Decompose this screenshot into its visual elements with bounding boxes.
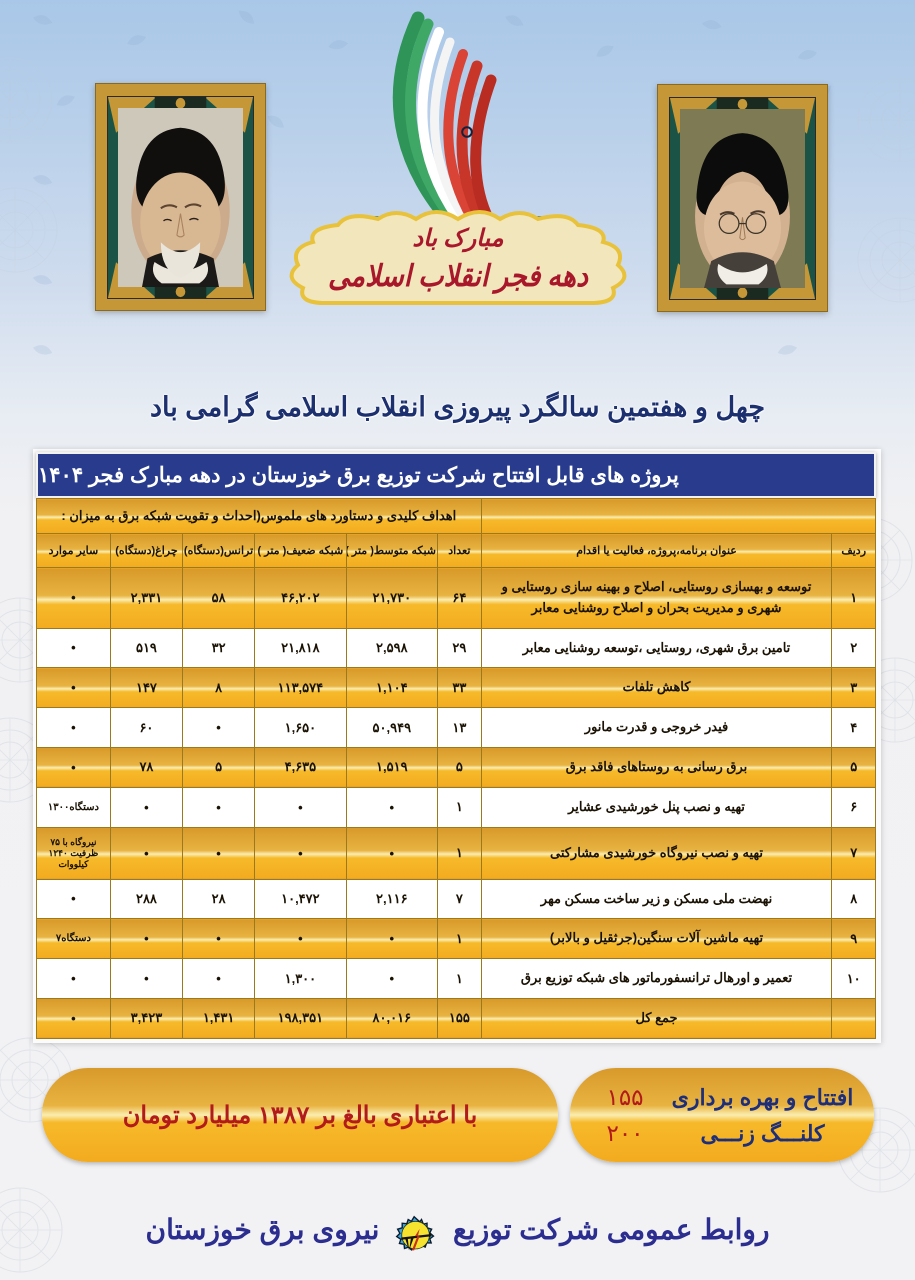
svg-text:دهه فجر انقلاب اسلامی: دهه فجر انقلاب اسلامی — [328, 260, 589, 294]
svg-text:مبارک باد: مبارک باد — [412, 226, 503, 253]
